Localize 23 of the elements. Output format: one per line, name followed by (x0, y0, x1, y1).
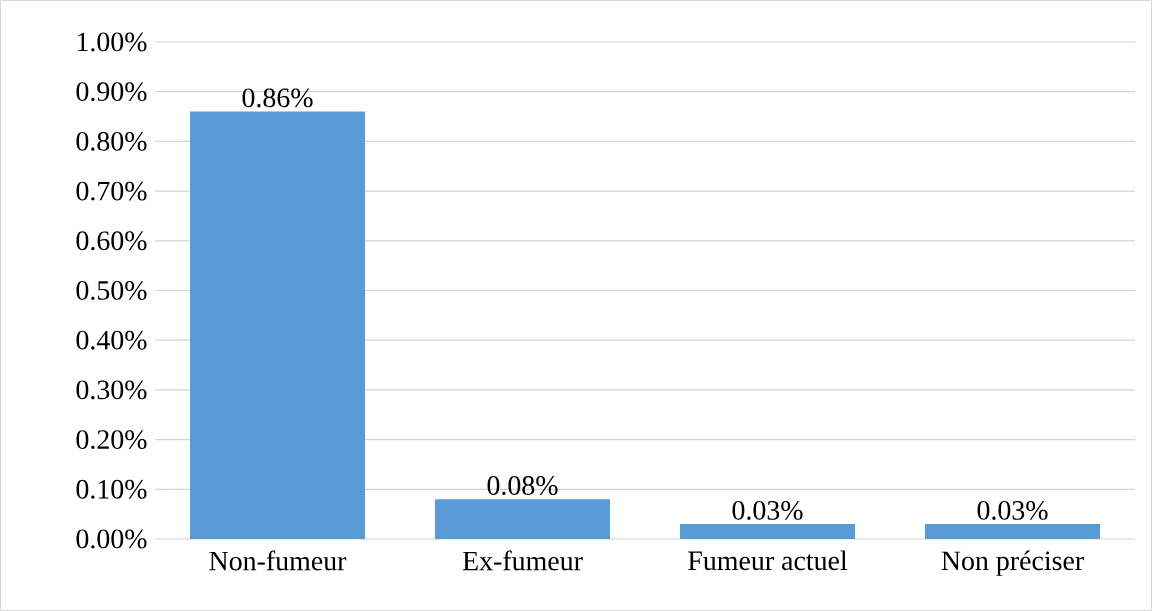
x-tick-label: Non-fumeur (209, 550, 347, 571)
x-tick-label: Ex-fumeur (462, 550, 583, 571)
bar (680, 524, 856, 539)
y-tick-label: 0.50% (76, 281, 147, 300)
y-tick-label: 0.80% (76, 131, 147, 151)
y-tick-label: 0.10% (76, 479, 147, 499)
data-label: 0.08% (487, 476, 558, 496)
y-tick-label: 0.40% (76, 330, 147, 350)
y-tick-label: 0.30% (76, 380, 147, 400)
y-tick-label: 0.90% (76, 82, 147, 102)
data-label: 0.03% (977, 500, 1048, 520)
y-tick-label: 0.00% (76, 529, 147, 549)
y-tick-label: 0.60% (76, 231, 147, 251)
y-tick-label: 0.20% (76, 430, 147, 450)
bar (190, 111, 365, 539)
x-tick-label: Non préciser (941, 550, 1084, 576)
data-label: 0.86% (242, 88, 313, 108)
data-label: 0.03% (732, 500, 803, 520)
x-tick-label: Fumeur actuel (688, 550, 848, 571)
y-tick-label: 0.70% (76, 181, 147, 201)
bar (435, 499, 611, 539)
y-tick-label: 1.00% (77, 32, 147, 52)
bar (925, 524, 1101, 539)
